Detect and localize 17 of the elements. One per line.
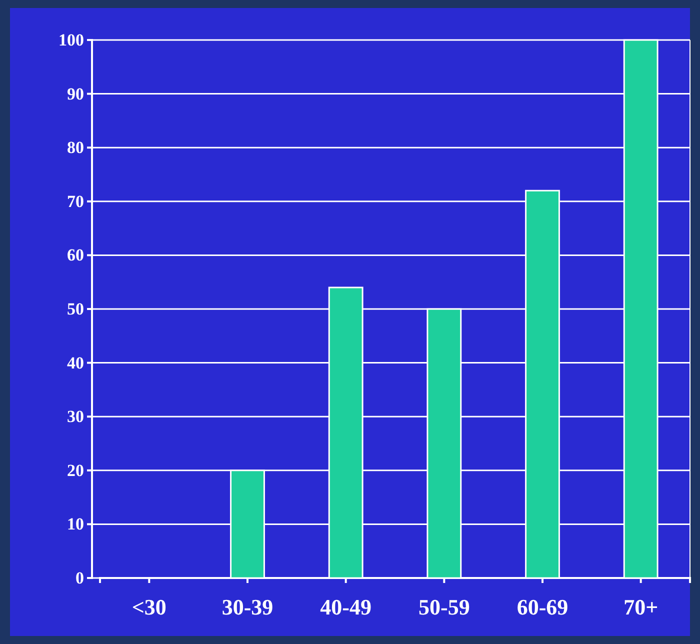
x-tick-label: 60-69: [516, 594, 568, 620]
x-tick-label: 30-39: [222, 594, 274, 620]
y-tick-label: 80: [67, 138, 84, 158]
y-tick-label: 20: [67, 460, 84, 480]
y-tick-label: 70: [67, 192, 84, 211]
y-tick-label: 100: [58, 30, 84, 50]
y-tick-label: 0: [76, 568, 84, 588]
y-tick-label: 10: [67, 514, 84, 534]
x-tick-label: <30: [132, 594, 166, 620]
y-tick-label: 60: [67, 246, 84, 265]
y-tick-label: 90: [67, 84, 84, 104]
y-tick-label: 40: [67, 353, 84, 372]
y-tick-label: 30: [67, 407, 84, 426]
y-tick-label: 50: [67, 299, 84, 318]
x-tick-label: 50-59: [418, 594, 470, 620]
x-tick-label: 70+: [624, 594, 658, 620]
x-tick-label: 40-49: [320, 594, 372, 620]
